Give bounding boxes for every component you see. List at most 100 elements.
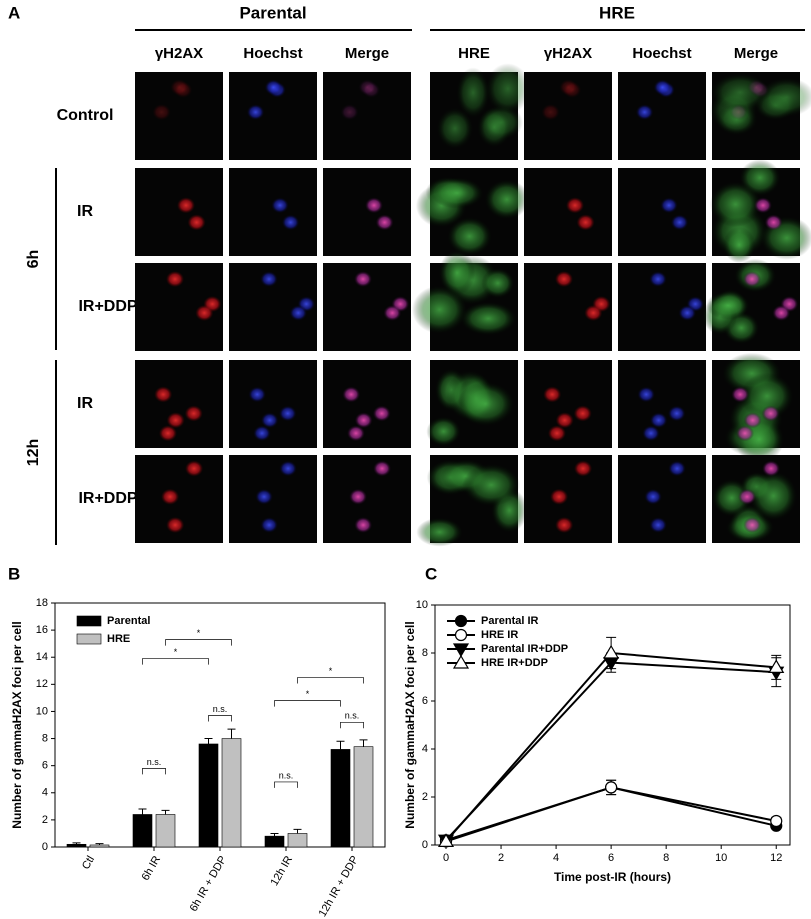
nucleus [281,214,300,231]
cytoplasm [740,372,794,420]
legend-swatch [76,615,102,627]
time-label: 6h [25,250,42,269]
panel-label: C [425,564,437,583]
nucleus [772,304,791,321]
nucleus [653,79,672,96]
nucleus [349,488,368,505]
legend-label: Parental [107,615,150,627]
micrograph [229,168,317,256]
significance-bracket [142,768,166,775]
nucleus [731,386,750,403]
nucleus [573,405,592,422]
error-bar [359,739,368,747]
y-tick-label: 0 [42,841,48,853]
nucleus [375,214,394,231]
nucleus [541,104,560,121]
nucleus [574,460,593,477]
cytoplasm [484,179,529,220]
nucleus [743,517,762,534]
error-bar [336,740,345,750]
cytoplasm [436,107,474,150]
y-tick-label: 16 [36,624,48,636]
y-tick-label: 14 [36,651,48,663]
x-tick-label: 10 [715,852,727,864]
y-tick-label: 2 [422,791,428,803]
significance-bracket [274,700,341,707]
x-tick-label: 12h IR + DDP [317,854,361,919]
column-label: HRE [458,45,490,62]
nucleus [184,405,203,422]
cytoplasm [438,250,476,296]
nucleus [761,405,780,422]
bar [330,749,351,848]
x-tick-label: 12 [770,852,782,864]
error-bar [204,738,213,744]
nucleus [735,425,754,442]
nucleus [165,271,184,288]
y-tick-label: 10 [416,599,428,611]
column-label: Hoechst [632,45,691,62]
nucleus [342,386,361,403]
x-tick-label: 12h IR [269,854,296,888]
significance-bracket [274,781,298,788]
nucleus [259,271,278,288]
cytoplasm [749,471,798,521]
bar [353,746,374,848]
nucleus [670,214,689,231]
y-tick-label: 10 [36,705,48,717]
x-tick-label: Ctl [80,854,97,872]
significance-label: * [306,689,310,699]
nucleus [566,197,585,214]
nucleus [185,460,204,477]
x-tick-label: 2 [498,852,504,864]
nucleus [635,104,654,121]
marker [768,659,785,673]
bar [221,738,242,848]
column-label: γH2AX [155,45,203,62]
significance-bracket [165,639,232,646]
cytoplasm [447,217,492,256]
nucleus [729,104,748,121]
nucleus [161,488,180,505]
column-label: Merge [734,45,778,62]
nucleus [649,412,668,429]
nucleus [255,488,274,505]
x-tick-label: 8 [663,852,669,864]
nucleus [738,488,757,505]
error-bar [161,809,170,815]
nucleus [154,386,173,403]
micrograph [135,360,223,448]
nucleus [743,412,762,429]
y-tick-label: 6 [42,760,48,772]
nucleus [170,79,189,96]
bar [198,743,219,848]
cytoplasm [411,285,468,334]
nucleus [195,304,214,321]
y-axis-label: Number of gammaH2AX foci per cell [10,621,24,828]
significance-label: * [197,628,201,638]
legend-label: HRE IR [481,629,518,641]
bar [66,843,87,848]
legend-marker [454,628,468,642]
y-tick-label: 4 [42,787,48,799]
nucleus [649,517,668,534]
y-tick-label: 0 [422,839,428,851]
nucleus [641,425,660,442]
nucleus [678,304,697,321]
significance-label: n.s. [147,757,162,767]
cytoplasm [426,416,461,447]
bar [287,833,308,848]
cytoplasm [456,67,490,118]
row-label: IR [77,395,93,412]
nucleus [543,386,562,403]
significance-label: * [329,666,333,676]
panel-label: B [8,564,20,583]
x-tick-label: 6h IR + DDP [188,854,229,914]
nucleus [637,386,656,403]
cytoplasm [477,107,512,148]
micrograph [135,168,223,256]
bar [155,814,176,848]
legend-label: HRE IR+DDP [481,657,548,669]
error-bar [293,828,302,834]
